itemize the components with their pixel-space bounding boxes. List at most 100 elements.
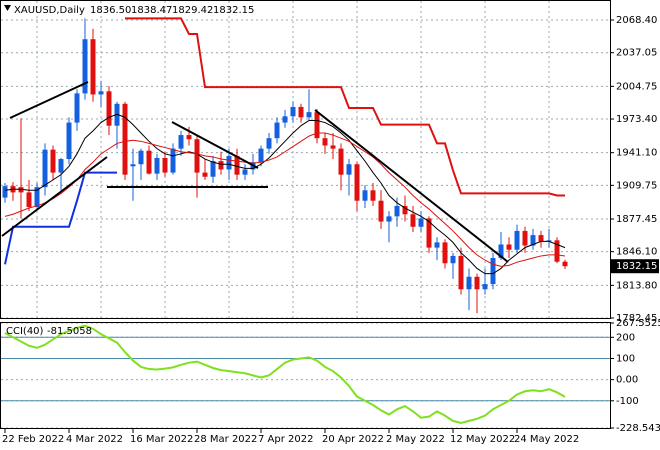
candle-body — [274, 122, 280, 139]
candle-body — [546, 240, 552, 242]
candle-body — [154, 157, 160, 174]
labels-layer: 2068.40 2037.05 2004.75 1973.40 1941.10 1909.… — [2, 15, 660, 445]
x-tick-label: 20 Apr 2022 — [322, 434, 384, 445]
candle-body — [82, 39, 88, 94]
y-tick-label: 1941.10 — [616, 148, 657, 159]
candle-body — [74, 93, 80, 123]
candle-body — [402, 205, 408, 215]
y-tick-label: 200 — [616, 332, 635, 343]
y-tick-label: 0.00 — [616, 375, 638, 386]
candle-body — [450, 255, 456, 264]
symbol-title: XAUUSD,Daily — [14, 5, 85, 16]
price-marker-label: 1832.15 — [616, 261, 657, 272]
candle-body — [418, 218, 424, 227]
candle-body — [130, 164, 136, 167]
candle-body — [378, 200, 384, 222]
candle-body — [394, 205, 400, 217]
cci-current-value: -81.5058 — [47, 326, 92, 337]
x-tick-label: 7 Apr 2022 — [258, 434, 313, 445]
candle-body — [218, 161, 224, 170]
y-tick-label: 2004.75 — [616, 81, 657, 92]
candle-body — [330, 145, 336, 149]
candle-body — [506, 244, 512, 250]
x-tick-label: 16 Mar 2022 — [130, 434, 193, 445]
candle-body — [346, 164, 352, 175]
candle-body — [426, 218, 432, 248]
header-close: 1832.15 — [213, 5, 254, 16]
candle-body — [162, 157, 168, 173]
y-tick-label: 1877.45 — [616, 214, 657, 225]
candle-body — [34, 187, 40, 207]
indicator-line — [4, 171, 117, 265]
y-tick-label: 1846.10 — [616, 247, 657, 258]
candle-body — [2, 186, 8, 198]
candle-body — [178, 135, 184, 149]
candle-body — [210, 161, 216, 177]
marks-layer — [1, 1, 610, 429]
x-tick-label: 24 May 2022 — [514, 434, 579, 445]
y-tick-label: 1909.75 — [616, 180, 657, 191]
candle-body — [138, 150, 144, 165]
candle-body — [410, 214, 416, 227]
price-panel-frame — [0, 0, 611, 319]
indicator-line — [125, 17, 565, 197]
candle-body — [282, 116, 288, 123]
candle-body — [530, 235, 536, 246]
candle-body — [434, 242, 440, 248]
candle-body — [26, 192, 32, 207]
candle-body — [186, 135, 192, 140]
trend-line — [1, 156, 108, 237]
candle-body — [202, 172, 208, 177]
candle-body — [146, 150, 152, 174]
candle-body — [522, 230, 528, 246]
candle-body — [66, 122, 72, 160]
candle-body — [98, 91, 104, 95]
candle-body — [234, 155, 240, 175]
candle-body — [482, 284, 488, 290]
candle-body — [58, 159, 64, 173]
candle-body — [226, 155, 232, 170]
candle-body — [538, 235, 544, 242]
candle-body — [50, 149, 56, 173]
candle-body — [42, 149, 48, 188]
x-tick-label: 28 Mar 2022 — [194, 434, 257, 445]
candle-body — [554, 240, 560, 262]
y-tick-label: 1813.80 — [616, 280, 657, 291]
cci-line — [4, 324, 566, 425]
candle-body — [370, 190, 376, 201]
price-marker-box — [611, 259, 659, 274]
candle-body — [442, 242, 448, 264]
y-tick-label: 100 — [616, 353, 635, 364]
candle-body — [306, 112, 312, 118]
candle-body — [106, 91, 112, 126]
candle-body — [194, 139, 200, 173]
candle-body — [314, 112, 320, 139]
candle-body — [266, 138, 272, 149]
candle-body — [290, 106, 296, 117]
y-tick-label: -228.5432 — [616, 423, 660, 434]
header-high: 1838.47 — [131, 5, 172, 16]
candle-body — [170, 148, 176, 173]
x-tick-label: 2 May 2022 — [386, 434, 445, 445]
candle-body — [90, 39, 96, 95]
candle-body — [354, 164, 360, 201]
x-tick-label: 4 Mar 2022 — [66, 434, 123, 445]
y-tick-label: 1973.40 — [616, 114, 657, 125]
cci-panel-frame — [0, 322, 611, 429]
indicator-line — [4, 132, 566, 267]
candle-body — [362, 190, 368, 201]
frame — [0, 0, 611, 429]
y-tick-label: 267.5525 — [616, 318, 660, 329]
trend-line — [171, 121, 259, 169]
y-tick-label: 2068.40 — [616, 15, 657, 26]
candle-body — [242, 169, 248, 175]
candle-body — [338, 148, 344, 175]
header-open: 1836.50 — [90, 5, 131, 16]
candle-body — [258, 148, 264, 163]
candle-body — [474, 276, 480, 290]
trend-line — [314, 109, 509, 263]
candle-body — [18, 187, 24, 193]
candle-body — [490, 258, 496, 285]
candle-body — [322, 138, 328, 146]
